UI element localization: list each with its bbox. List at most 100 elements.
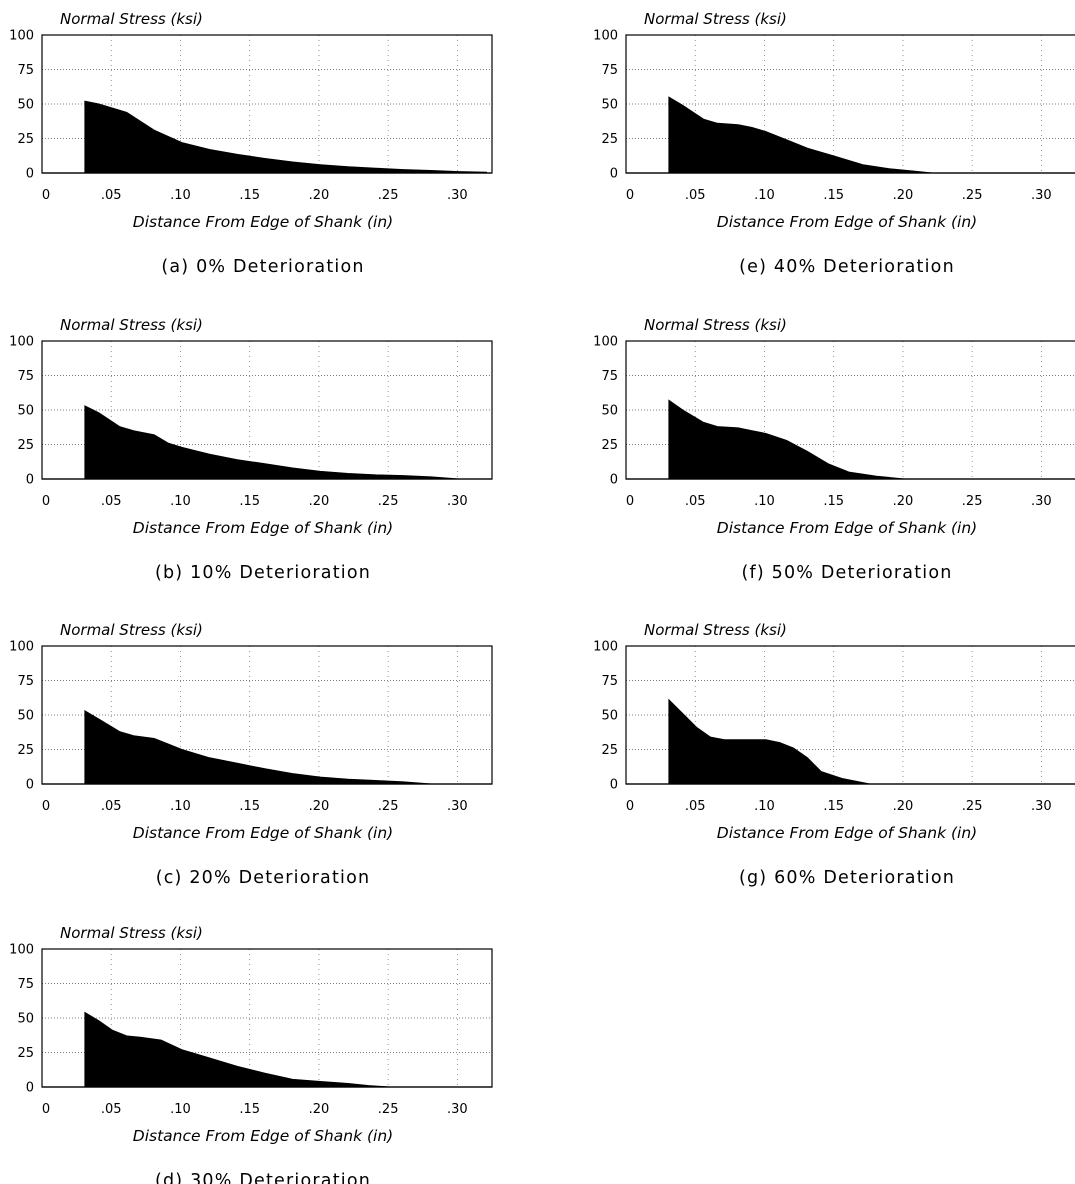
- x-tick-label: .05: [101, 188, 122, 203]
- x-tick-label: 0: [42, 1102, 50, 1117]
- panel-caption: (c) 20% Deterioration: [156, 868, 371, 888]
- y-tick-label: 100: [9, 943, 34, 958]
- x-tick-label: .05: [685, 188, 706, 203]
- plot-frame: [41, 948, 493, 1088]
- y-tick-label: 75: [17, 674, 34, 689]
- y-tick-label: 0: [610, 778, 618, 793]
- x-tick-label: .30: [447, 799, 468, 814]
- x-axis-label: Distance From Edge of Shank (in): [717, 213, 977, 231]
- y-tick-label: 100: [593, 640, 618, 655]
- x-tick-label: .15: [239, 188, 260, 203]
- x-tick-label: .10: [754, 188, 775, 203]
- y-tick-label: 75: [17, 977, 34, 992]
- chart-panel: 0 25 50 75 100 0 .05 .10 .15 .20 .25 .30 Normal Stre…: [593, 621, 1075, 888]
- y-tick-label: 50: [601, 709, 618, 724]
- x-tick-label: .15: [239, 799, 260, 814]
- y-tick-label: 0: [26, 1081, 34, 1096]
- x-tick-label: .20: [893, 799, 914, 814]
- x-tick-label: 0: [42, 188, 50, 203]
- x-tick-label: .25: [378, 799, 399, 814]
- y-tick-label: 25: [17, 132, 34, 147]
- y-tick-label: 25: [17, 438, 34, 453]
- x-tick-label: .10: [754, 799, 775, 814]
- stress-area: [84, 710, 432, 785]
- chart-panel: 0 25 50 75 100 0 .05 .10 .15 .20 .25 .30 Normal Stre…: [593, 10, 1075, 277]
- x-tick-label: .15: [823, 188, 844, 203]
- x-tick-label: .25: [378, 188, 399, 203]
- x-tick-label: .15: [823, 494, 844, 509]
- stress-area: [668, 698, 870, 785]
- y-tick-label: 100: [9, 640, 34, 655]
- y-tick-label: 75: [601, 369, 618, 384]
- y-axis-label: Normal Stress (ksi): [644, 316, 787, 334]
- x-tick-label: .30: [1031, 494, 1052, 509]
- x-tick-label: .30: [1031, 188, 1052, 203]
- plot-frame: [625, 645, 1075, 785]
- x-tick-label: .20: [893, 188, 914, 203]
- x-tick-label: .05: [685, 494, 706, 509]
- x-tick-label: .10: [754, 494, 775, 509]
- x-axis-label: Distance From Edge of Shank (in): [717, 519, 977, 537]
- x-tick-label: .20: [309, 1102, 330, 1117]
- x-tick-label: .15: [239, 1102, 260, 1117]
- x-tick-label: .30: [1031, 799, 1052, 814]
- x-axis-label: Distance From Edge of Shank (in): [717, 824, 977, 842]
- x-tick-label: 0: [626, 494, 634, 509]
- panel-caption: (e) 40% Deterioration: [739, 257, 955, 277]
- y-axis-label: Normal Stress (ksi): [60, 621, 203, 639]
- x-tick-label: 0: [42, 494, 50, 509]
- x-tick-label: .10: [170, 1102, 191, 1117]
- y-tick-label: 25: [601, 438, 618, 453]
- y-tick-label: 25: [601, 132, 618, 147]
- x-tick-label: .25: [962, 494, 983, 509]
- chart-panel: 0 25 50 75 100 0 .05 .10 .15 .20 .25 .30 Normal Stre…: [9, 10, 493, 277]
- x-tick-label: 0: [626, 188, 634, 203]
- y-tick-label: 75: [17, 63, 34, 78]
- stress-area: [668, 96, 933, 174]
- y-tick-label: 50: [17, 709, 34, 724]
- panel-caption: (b) 10% Deterioration: [155, 563, 371, 583]
- y-tick-label: 100: [593, 335, 618, 350]
- x-tick-label: .20: [309, 494, 330, 509]
- y-tick-label: 0: [610, 167, 618, 182]
- x-tick-label: .05: [101, 799, 122, 814]
- y-tick-label: 50: [17, 404, 34, 419]
- y-tick-label: 50: [601, 404, 618, 419]
- y-axis-label: Normal Stress (ksi): [60, 924, 203, 942]
- x-axis-label: Distance From Edge of Shank (in): [133, 519, 393, 537]
- chart-panel: 0 25 50 75 100 0 .05 .10 .15 .20 .25 .30 Normal Stre…: [9, 316, 493, 583]
- y-tick-label: 25: [17, 1046, 34, 1061]
- y-tick-label: 0: [26, 778, 34, 793]
- y-tick-label: 25: [601, 743, 618, 758]
- panel-caption: (a) 0% Deterioration: [161, 257, 364, 277]
- x-tick-label: .30: [447, 494, 468, 509]
- y-tick-label: 75: [601, 674, 618, 689]
- x-axis-label: Distance From Edge of Shank (in): [133, 213, 393, 231]
- y-tick-label: 0: [26, 473, 34, 488]
- x-tick-label: .10: [170, 188, 191, 203]
- plot-frame: [625, 340, 1075, 480]
- x-tick-label: 0: [626, 799, 634, 814]
- x-tick-label: .25: [378, 494, 399, 509]
- chart-panel: 0 25 50 75 100 0 .05 .10 .15 .20 .25 .30 Normal Stre…: [9, 924, 493, 1184]
- plot-frame: [41, 645, 493, 785]
- x-tick-label: .25: [962, 799, 983, 814]
- y-tick-label: 0: [26, 167, 34, 182]
- x-tick-label: .30: [447, 188, 468, 203]
- y-tick-label: 0: [610, 473, 618, 488]
- stress-area: [84, 1011, 390, 1088]
- plot-frame: [625, 34, 1075, 174]
- x-tick-label: .20: [893, 494, 914, 509]
- x-tick-label: .20: [309, 799, 330, 814]
- x-tick-label: .10: [170, 494, 191, 509]
- x-tick-label: .30: [447, 1102, 468, 1117]
- x-tick-label: 0: [42, 799, 50, 814]
- stress-area: [668, 399, 905, 480]
- x-tick-label: .05: [101, 1102, 122, 1117]
- y-tick-label: 25: [17, 743, 34, 758]
- y-axis-label: Normal Stress (ksi): [60, 316, 203, 334]
- plot-frame: [41, 340, 493, 480]
- chart-panel: 0 25 50 75 100 0 .05 .10 .15 .20 .25 .30 Normal Stre…: [593, 316, 1075, 583]
- y-axis-label: Normal Stress (ksi): [644, 10, 787, 28]
